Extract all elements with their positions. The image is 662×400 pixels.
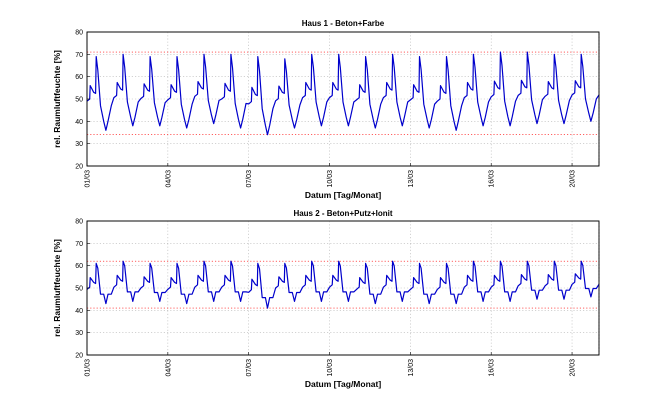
y-tick-label: 50: [75, 97, 83, 104]
y-axis-label: rel. Raumluftfeuchte [%]: [52, 50, 62, 148]
x-tick-label: 01/03: [85, 359, 92, 377]
y-tick-label: 40: [75, 308, 83, 315]
y-tick-label: 30: [75, 330, 83, 337]
y-tick-labels: 20 30 40 50 60 70 80: [75, 219, 90, 360]
y-tick-label: 20: [75, 353, 83, 360]
y-tick-label: 80: [75, 219, 83, 226]
y-tick-label: 40: [75, 119, 83, 126]
series-layer: [86, 260, 600, 309]
series-layer: [86, 51, 600, 136]
series-line: [86, 51, 600, 136]
x-tick-labels: 01/03 04/03 07/03 10/03 13/03 16/03 20/03: [85, 352, 577, 377]
y-tick-label: 60: [75, 74, 83, 81]
series-line: [86, 260, 600, 309]
x-tick-label: 10/03: [327, 170, 334, 188]
x-tick-label: 16/03: [489, 359, 496, 377]
y-tick-label: 70: [75, 241, 83, 248]
y-tick-label: 80: [75, 30, 83, 37]
x-tick-label: 13/03: [408, 170, 415, 188]
subplot-haus-2: Haus 2 - Beton+Putz+Ionit 20 30 40 50 60 70 80…: [52, 209, 600, 389]
x-tick-label: 16/03: [489, 170, 496, 188]
x-tick-label: 20/03: [570, 170, 577, 188]
x-tick-label: 10/03: [327, 359, 334, 377]
x-tick-label: 13/03: [408, 359, 415, 377]
y-tick-label: 60: [75, 263, 83, 270]
x-tick-label: 07/03: [246, 170, 253, 188]
y-tick-label: 20: [75, 164, 83, 171]
y-tick-label: 30: [75, 141, 83, 148]
x-tick-label: 01/03: [85, 170, 92, 188]
x-axis-label: Datum [Tag/Monat]: [305, 379, 382, 389]
y-axis-label: rel. Raumluftfeuchte [%]: [52, 239, 62, 337]
chart-title: Haus 2 - Beton+Putz+Ionit: [293, 209, 392, 218]
x-tick-label: 04/03: [165, 359, 172, 377]
x-tick-label: 04/03: [165, 170, 172, 188]
x-tick-labels: 01/03 04/03 07/03 10/03 13/03 16/03 20/03: [85, 163, 577, 188]
x-axis-label: Datum [Tag/Monat]: [305, 190, 382, 200]
subplot-haus-1: Haus 1 - Beton+Farbe 20 30 40 50 60 70 80 01/0…: [52, 19, 600, 200]
x-tick-label: 20/03: [570, 359, 577, 377]
reference-lines: [87, 51, 599, 136]
chart-title: Haus 1 - Beton+Farbe: [302, 19, 385, 28]
y-tick-label: 70: [75, 52, 83, 59]
y-tick-label: 50: [75, 286, 83, 293]
reference-lines: [87, 260, 599, 309]
x-tick-label: 07/03: [246, 359, 253, 377]
y-tick-labels: 20 30 40 50 60 70 80: [75, 30, 90, 171]
